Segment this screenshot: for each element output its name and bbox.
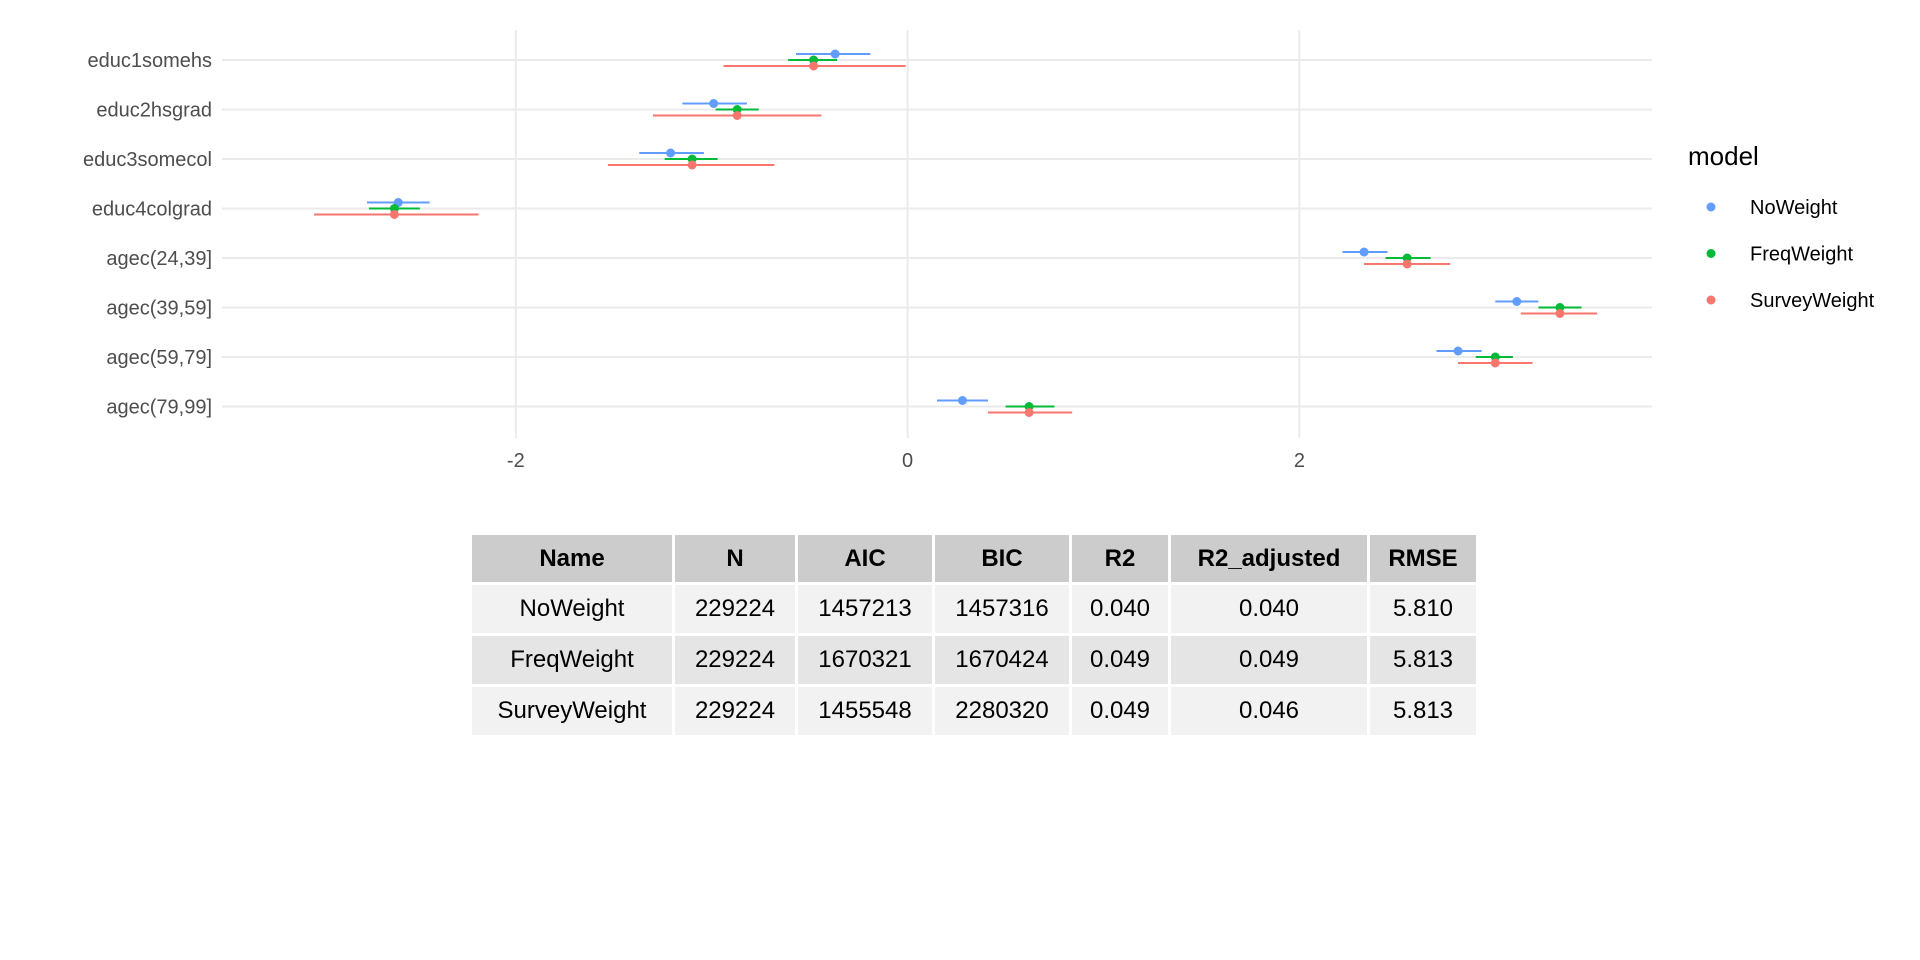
table-cell: FreqWeight [472, 636, 672, 684]
table-cell: SurveyWeight [472, 687, 672, 735]
table-cell: 2280320 [935, 687, 1069, 735]
y-tick-label: educ1somehs [87, 50, 212, 72]
table-cell: NoWeight [472, 585, 672, 633]
legend-key-surveyweight [1706, 295, 1716, 305]
point-estimate-surveyweight [1555, 309, 1565, 318]
table-cell: 5.810 [1370, 585, 1476, 633]
x-axis-labels: -2 0 2 [507, 450, 1305, 472]
table-cell: 1670424 [935, 636, 1069, 684]
y-tick-label: agec(24,39] [106, 248, 212, 270]
point-estimate-noweight [1359, 247, 1369, 257]
y-tick-label: agec(39,59] [106, 298, 212, 320]
table-cell: 1455548 [798, 687, 932, 735]
x-tick-label: 0 [902, 450, 913, 472]
point-estimate-noweight [1453, 346, 1463, 356]
point-estimate-surveyweight [1024, 408, 1034, 417]
x-tick-label: 2 [1294, 450, 1305, 472]
legend: model NoWeight FreqWeight SurveyWeight [1688, 141, 1875, 312]
y-axis-labels: educ1somehs educ2hsgrad educ3somecol educ4c… [83, 50, 212, 419]
table-cell: 1457316 [935, 585, 1069, 633]
point-estimate-surveyweight [809, 61, 819, 71]
y-tick-label: agec(79,99] [106, 397, 212, 419]
x-tick-label: -2 [507, 450, 525, 472]
legend-label: SurveyWeight [1750, 290, 1875, 312]
table-cell: 0.049 [1072, 687, 1168, 735]
table-row: SurveyWeight 229224 1455548 2280320 0.04… [472, 687, 1476, 735]
y-tick-label: agec(59,79] [106, 347, 212, 369]
header-bic: BIC [935, 535, 1069, 582]
point-estimate-surveyweight [1402, 259, 1412, 269]
table-cell: 229224 [675, 687, 795, 735]
y-tick-label: educ2hsgrad [96, 100, 212, 122]
legend-key-noweight [1706, 202, 1716, 212]
coefficient-plot: educ1somehs educ2hsgrad educ3somecol educ4c… [83, 30, 1875, 472]
point-estimate-surveyweight [1490, 358, 1500, 368]
table-row: NoWeight 229224 1457213 1457316 0.040 0.… [472, 585, 1476, 633]
legend-label: NoWeight [1750, 197, 1838, 219]
table-cell: 229224 [675, 636, 795, 684]
point-estimate-surveyweight [389, 210, 399, 219]
point-estimate-noweight [709, 99, 719, 108]
point-estimate-surveyweight [687, 160, 697, 170]
table-cell: 1457213 [798, 585, 932, 633]
table-cell: 0.049 [1171, 636, 1367, 684]
legend-title: model [1688, 141, 1759, 171]
header-rmse: RMSE [1370, 535, 1476, 582]
table-cell: 0.040 [1072, 585, 1168, 633]
legend-key-freqweight [1706, 249, 1716, 258]
point-estimate-noweight [666, 148, 676, 158]
header-name: Name [472, 535, 672, 582]
point-estimate-noweight [1512, 297, 1522, 306]
point-estimate-noweight [957, 396, 967, 405]
legend-label: FreqWeight [1750, 244, 1853, 266]
y-tick-label: educ3somecol [83, 149, 212, 171]
table-cell: 1670321 [798, 636, 932, 684]
table-header-row: Name N AIC BIC R2 R2_adjusted RMSE [472, 535, 1476, 582]
table-cell: 0.040 [1171, 585, 1367, 633]
header-r2: R2 [1072, 535, 1168, 582]
header-r2-adjusted: R2_adjusted [1171, 535, 1367, 582]
table-cell: 0.049 [1072, 636, 1168, 684]
y-tick-label: educ4colgrad [92, 199, 212, 221]
model-stats-table: Name N AIC BIC R2 R2_adjusted RMSE NoWei… [469, 532, 1479, 738]
table-cell: 229224 [675, 585, 795, 633]
table-cell: 0.046 [1171, 687, 1367, 735]
header-n: N [675, 535, 795, 582]
point-estimate-noweight [830, 49, 840, 59]
point-estimate-surveyweight [732, 111, 742, 120]
table-row: FreqWeight 229224 1670321 1670424 0.049 … [472, 636, 1476, 684]
header-aic: AIC [798, 535, 932, 582]
interval-layer [314, 49, 1598, 417]
table-cell: 5.813 [1370, 636, 1476, 684]
grid-lines [222, 30, 1652, 438]
table-cell: 5.813 [1370, 687, 1476, 735]
